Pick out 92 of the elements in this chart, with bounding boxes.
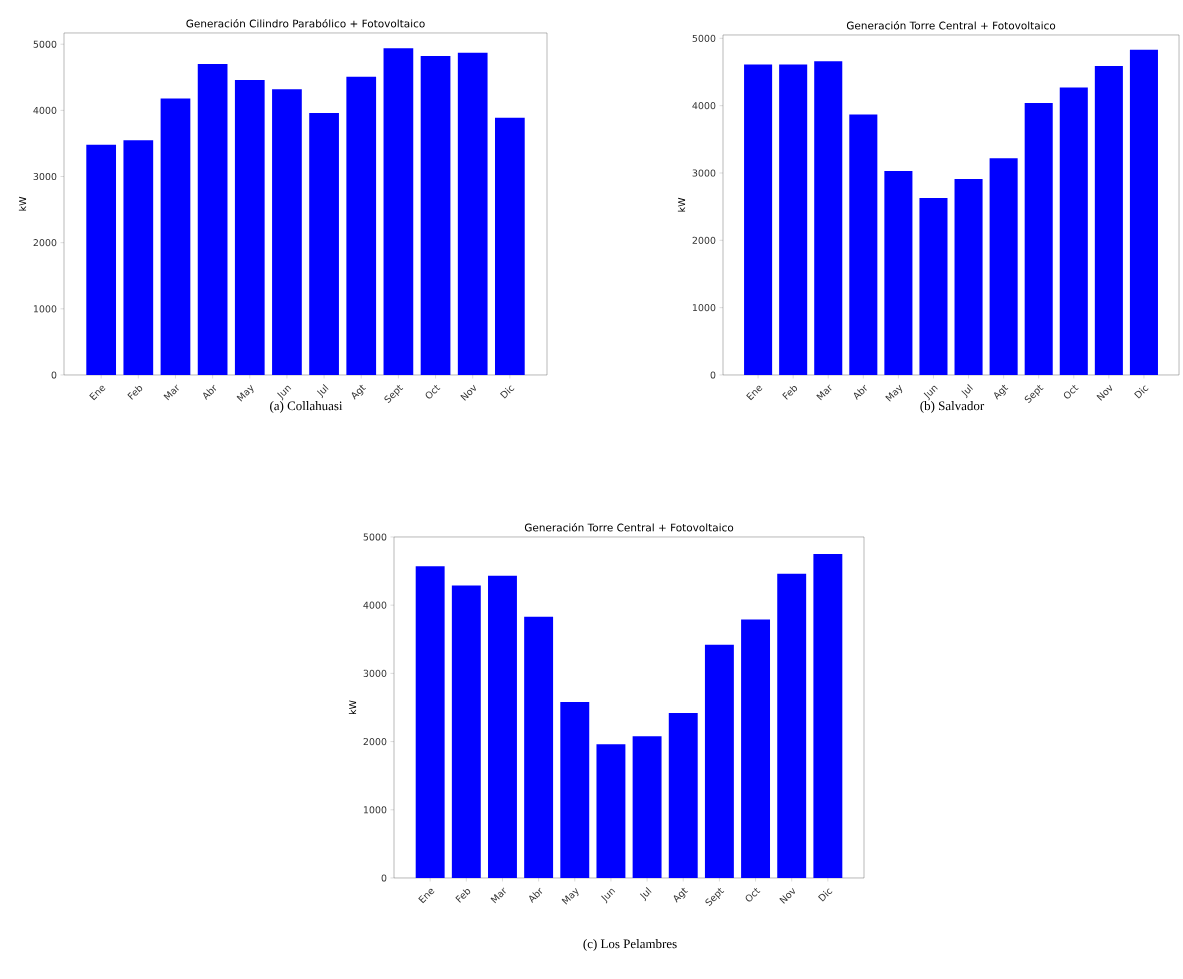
bar: [272, 89, 302, 375]
text: (b) Salvador: [920, 401, 985, 413]
x-tick-label: Mar: [163, 384, 179, 401]
y-tick-label: 3000: [33, 172, 57, 181]
x-tick-label: Agt: [351, 384, 366, 400]
y-tick-label: 2000: [363, 738, 387, 746]
x-tick-label: Jul: [639, 887, 652, 902]
y-tick-label: 4000: [33, 106, 57, 114]
bar: [488, 575, 517, 878]
x-tick-label: Feb: [455, 889, 471, 903]
bar: [524, 616, 554, 878]
x-tick-label: Ene: [746, 385, 763, 401]
y-axis-title: kW: [18, 196, 27, 211]
y-tick-label: 1000: [692, 304, 716, 312]
bar: [451, 585, 481, 878]
bar: [346, 76, 377, 375]
y-tick-label: 4000: [692, 102, 716, 110]
x-tick-label: Nov: [779, 887, 796, 904]
y-tick-label: 5000: [363, 533, 387, 541]
x-tick-label: Oct: [425, 384, 441, 399]
bar: [309, 113, 339, 375]
x-tick-label: Agt: [673, 887, 688, 903]
bar: [744, 64, 773, 375]
x-tick-label: Mar: [490, 887, 506, 904]
y-axis-title: kW: [348, 700, 357, 715]
x-tick-label: Abr: [853, 384, 867, 401]
bar: [704, 644, 734, 878]
bar: [234, 79, 265, 375]
x-tick-label: Feb: [127, 386, 143, 400]
bar: [123, 140, 154, 375]
bar: [1059, 87, 1088, 375]
bar: [415, 566, 445, 878]
bar: [494, 117, 525, 375]
y-tick-label: 0: [51, 371, 57, 379]
x-tick-label: Nov: [460, 384, 477, 401]
x-tick-label: Agt: [994, 384, 1009, 400]
y-tick-label: 0: [381, 874, 387, 882]
x-tick-label: Dic: [500, 385, 515, 399]
bar: [1129, 49, 1158, 375]
text: (a) Collahuasi: [270, 401, 343, 413]
bar: [777, 573, 807, 878]
bar: [383, 48, 414, 375]
bar: [457, 52, 488, 375]
x-tick-label: Abr: [203, 384, 217, 401]
y-axis-title: kW: [677, 197, 686, 212]
bar: [86, 144, 117, 375]
chart-title: Generación Torre Central + Fotovoltaico: [524, 522, 734, 532]
y-tick-label: 5000: [692, 34, 716, 42]
y-tick-label: 5000: [33, 40, 57, 48]
bar: [160, 98, 191, 375]
bar: [813, 554, 843, 878]
y-tick-label: 4000: [363, 601, 387, 609]
bar: [814, 61, 843, 375]
bar: [197, 64, 228, 375]
bar: [596, 744, 626, 878]
bar: [420, 56, 451, 375]
bar: [668, 712, 698, 878]
x-tick-label: Oct: [745, 887, 761, 902]
x-tick-label: Jun: [923, 385, 938, 401]
x-tick-label: Mar: [816, 384, 832, 401]
bar: [1024, 102, 1053, 375]
bar: [779, 64, 808, 375]
x-tick-label: Oct: [1063, 384, 1079, 399]
x-tick-label: Dic: [1134, 385, 1149, 399]
bar: [849, 114, 878, 375]
bar: [954, 179, 983, 375]
bar: [1094, 65, 1123, 375]
x-tick-label: Nov: [1096, 384, 1113, 401]
y-tick-label: 2000: [33, 239, 57, 247]
x-tick-label: Jul: [316, 384, 329, 399]
chart-title: Generación Torre Central + Fotovoltaico: [846, 20, 1056, 30]
chart-title: Generación Cilindro Parabólico + Fotovoltaico: [186, 18, 425, 28]
x-tick-label: Ene: [418, 888, 435, 904]
x-tick-label: Jul: [961, 384, 974, 399]
y-tick-label: 3000: [363, 669, 387, 677]
bar: [741, 619, 771, 878]
bar: [919, 197, 948, 375]
x-tick-label: Feb: [782, 386, 798, 400]
text: (c) Los Pelambres: [583, 939, 677, 951]
x-tick-label: Abr: [529, 887, 543, 904]
x-tick-label: Dic: [818, 888, 833, 902]
bar: [560, 702, 590, 878]
bar: [884, 170, 913, 375]
y-tick-label: 1000: [33, 305, 57, 313]
bar: [632, 736, 662, 878]
x-tick-label: Ene: [89, 385, 106, 401]
y-tick-label: 1000: [363, 806, 387, 814]
bar: [989, 158, 1018, 375]
y-tick-label: 3000: [692, 169, 716, 177]
x-tick-label: Jun: [601, 888, 616, 904]
y-tick-label: 0: [710, 371, 716, 379]
y-tick-label: 2000: [692, 236, 716, 244]
